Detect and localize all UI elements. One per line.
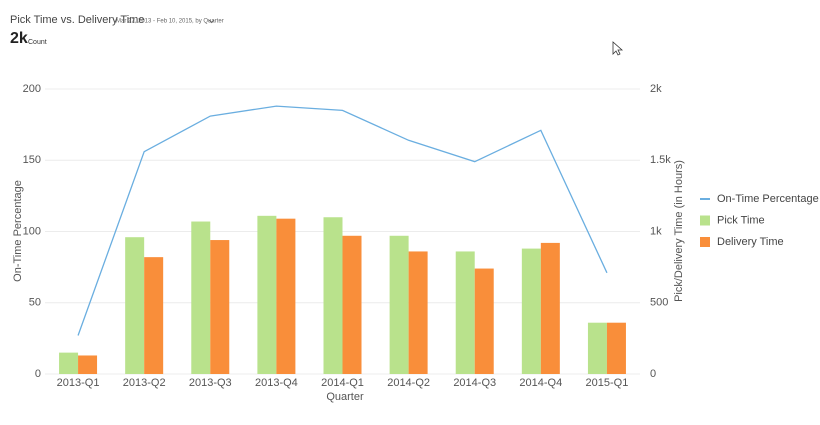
y-tick-label: 200	[23, 83, 41, 95]
bar	[78, 355, 98, 374]
bar	[606, 322, 626, 374]
legend-label: Pick Time	[717, 214, 765, 226]
y2-tick-label: 1.5k	[650, 154, 671, 166]
y-tick-label: 150	[23, 154, 41, 166]
y-tick-label: 0	[35, 368, 41, 380]
x-tick-label: 2014-Q3	[453, 377, 496, 389]
y-tick-label: 50	[29, 297, 41, 309]
line	[77, 105, 608, 336]
bar	[587, 322, 607, 374]
y2-tick-label: 2k	[650, 83, 662, 95]
x-tick-label: 2013-Q3	[189, 377, 232, 389]
x-tick-label: 2013-Q1	[57, 377, 100, 389]
bar	[210, 240, 230, 374]
legend-swatch	[700, 215, 710, 226]
bar	[191, 221, 211, 374]
kpi-unit: Count	[28, 39, 47, 46]
bar	[408, 251, 428, 374]
bar	[342, 235, 362, 374]
legend-swatch	[700, 237, 710, 247]
x-tick-label: 2014-Q4	[519, 377, 562, 389]
y-axis-title: On-Time Percentage	[12, 180, 24, 282]
bar	[257, 215, 277, 374]
bar	[276, 218, 296, 374]
y2-tick-label: 500	[650, 297, 668, 309]
y2-tick-label: 0	[650, 368, 656, 380]
bar	[125, 237, 145, 374]
x-tick-label: 2013-Q4	[255, 377, 298, 389]
cursor	[612, 41, 624, 56]
x-tick-label: 2014-Q2	[387, 377, 430, 389]
bar	[455, 251, 475, 374]
x-tick-label: 2015-Q1	[586, 377, 629, 389]
y-tick-label: 100	[23, 225, 41, 237]
date-range[interactable]: Mar 22, 2013 - Feb 10, 2015, by Quarter	[116, 19, 224, 25]
bar	[144, 257, 164, 374]
x-axis-title: Quarter	[326, 391, 364, 403]
legend-label: Delivery Time	[717, 236, 784, 248]
bar	[521, 248, 541, 374]
x-tick-label: 2014-Q1	[321, 377, 364, 389]
dropdown-chevron[interactable]	[208, 19, 215, 24]
bar	[323, 217, 343, 374]
x-tick-label: 2013-Q2	[123, 377, 166, 389]
bar	[59, 352, 79, 374]
chart-title: Pick Time vs. Delivery Time	[10, 14, 144, 26]
kpi-value: 2k	[10, 30, 28, 47]
legend-label: On-Time Percentage	[717, 193, 819, 205]
bar	[474, 268, 494, 374]
bar	[540, 242, 560, 374]
bar	[389, 235, 409, 374]
y2-tick-label: 1k	[650, 225, 662, 237]
y2-axis-title: Pick/Delivery Time (in Hours)	[673, 160, 685, 302]
